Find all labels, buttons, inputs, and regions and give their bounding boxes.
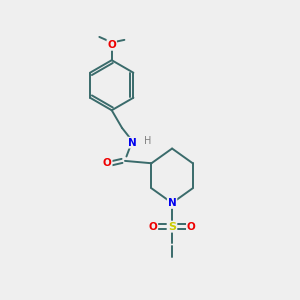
Text: H: H — [144, 136, 151, 146]
Text: S: S — [168, 222, 176, 232]
Text: O: O — [103, 158, 112, 168]
Text: O: O — [148, 222, 157, 232]
Text: O: O — [187, 222, 196, 232]
Text: N: N — [168, 198, 176, 208]
Text: N: N — [128, 138, 137, 148]
Text: O: O — [107, 40, 116, 50]
